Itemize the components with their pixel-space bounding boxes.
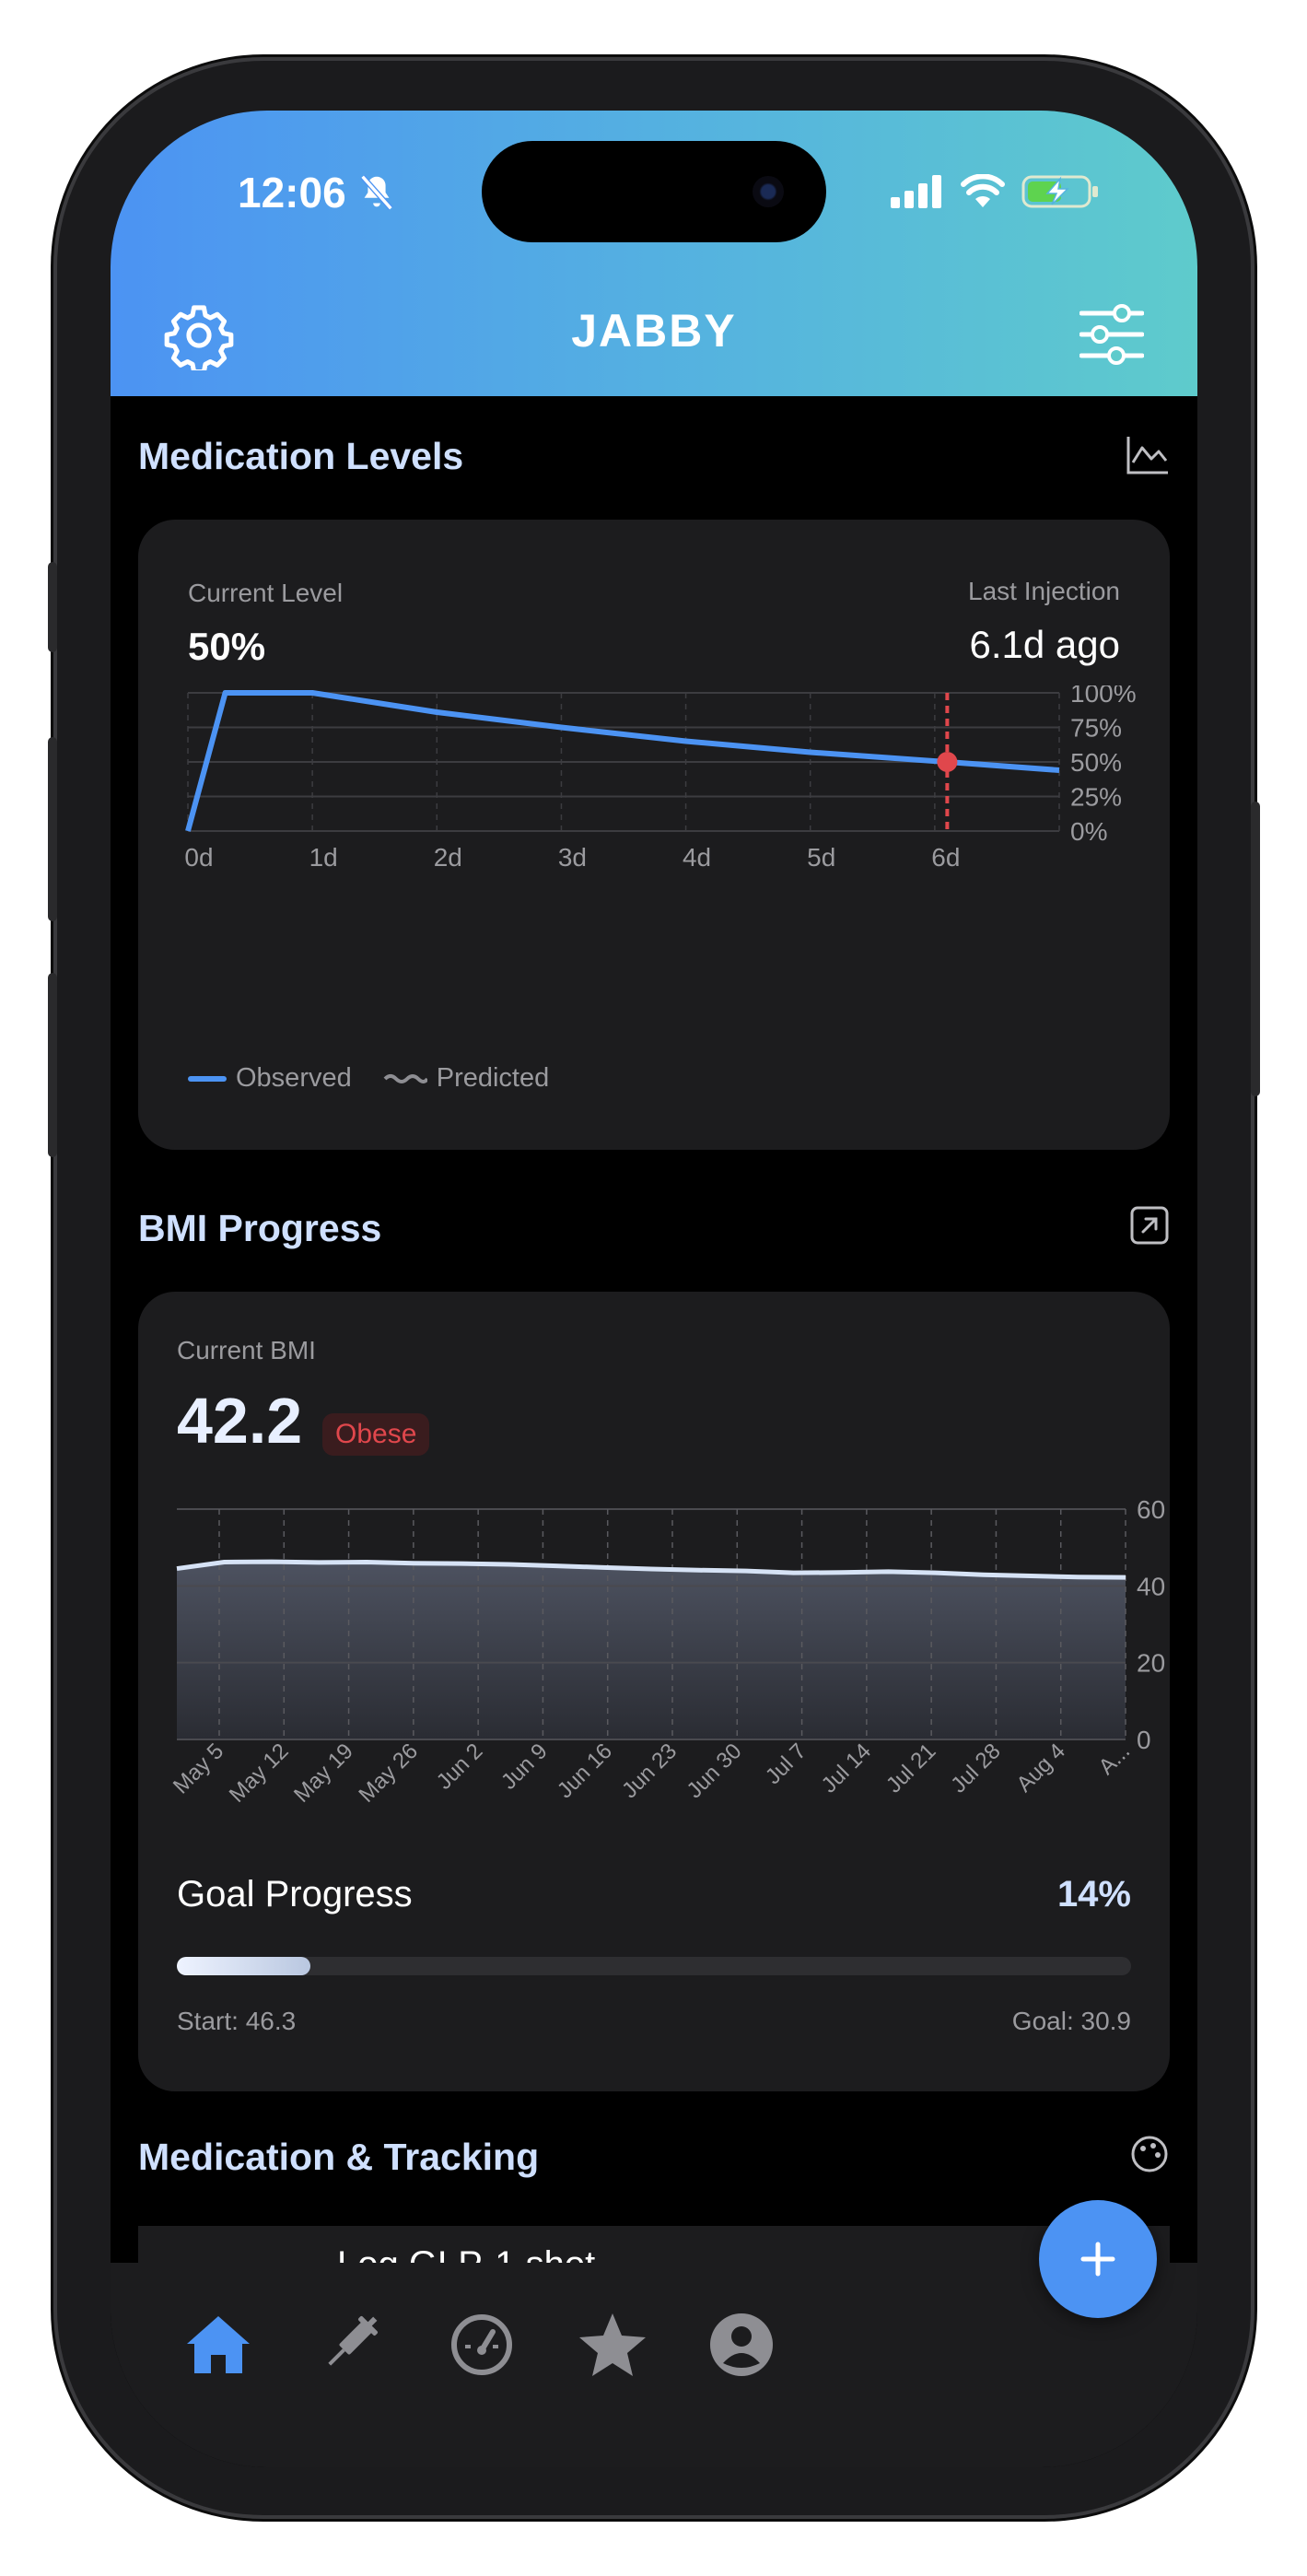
plus-icon: [1080, 2242, 1115, 2277]
goal-bmi-label: Goal: 30.9: [1011, 2007, 1131, 2035]
x-tick-label: May 5: [169, 1739, 228, 1798]
bmi-card: Current BMI 42.2 Obese 60 40 20 0 May 5 May 1…: [138, 1292, 1170, 2091]
goal-progress-label: Goal Progress: [177, 1874, 413, 1914]
tab-favorites[interactable]: [571, 2303, 654, 2386]
x-tick-label: 6d: [931, 843, 960, 872]
x-tick-label: May 19: [289, 1739, 358, 1808]
y-tick-label: 0%: [1070, 817, 1107, 846]
observed-legend-swatch: [188, 1075, 227, 1082]
x-tick-label: 2d: [434, 843, 462, 872]
bmi-line: [176, 1559, 1126, 1580]
predicted-legend-swatch: [383, 1073, 427, 1083]
x-tick-label: May 12: [225, 1739, 294, 1808]
y-tick-label: 20: [1137, 1649, 1165, 1678]
x-tick-label: May 26: [354, 1739, 423, 1808]
current-level-value: 50%: [188, 625, 266, 668]
medication-levels-title: Medication Levels: [138, 435, 464, 477]
x-tick-label: 3d: [558, 843, 587, 872]
x-tick-label: Jun 30: [682, 1739, 746, 1803]
x-tick-label: Jun 23: [617, 1739, 682, 1803]
palette-icon[interactable]: [1129, 2134, 1170, 2174]
current-level-point: [937, 752, 958, 772]
last-injection-value: 6.1d ago: [969, 623, 1121, 666]
camera-icon: [753, 176, 784, 207]
y-tick-label: 25%: [1070, 783, 1122, 812]
medication-level-chart: 100% 75% 50% 25% 0% 0d 1d 2d 3d 4d 5d 6d: [184, 685, 1137, 872]
x-tick-label: 5d: [807, 843, 835, 872]
current-level-label: Current Level: [188, 579, 344, 607]
add-fab-button[interactable]: [1039, 2200, 1157, 2318]
x-tick-label: A...: [1094, 1739, 1136, 1780]
screen: 12:06: [111, 111, 1197, 2467]
goal-progress-bar: [177, 1957, 1131, 1975]
y-tick-label: 60: [1137, 1495, 1165, 1524]
current-bmi-label: Current BMI: [177, 1336, 316, 1364]
tab-dashboard[interactable]: [440, 2303, 523, 2386]
star-icon: [579, 2313, 646, 2376]
action-button: [48, 562, 57, 652]
filter-sliders-icon[interactable]: [1079, 304, 1144, 365]
x-tick-label: 4d: [683, 843, 711, 872]
tab-profile[interactable]: [700, 2303, 783, 2386]
y-tick-label: 40: [1137, 1572, 1165, 1600]
home-icon: [187, 2316, 250, 2373]
start-bmi-label: Start: 46.3: [177, 2007, 297, 2035]
y-tick-label: 100%: [1070, 685, 1137, 708]
y-tick-label: 75%: [1070, 714, 1122, 743]
settings-gear-icon[interactable]: [164, 300, 234, 370]
app-title: JABBY: [571, 305, 737, 357]
tab-bar: [111, 2263, 1197, 2467]
dynamic-island: [482, 141, 826, 242]
y-tick-label: 50%: [1070, 748, 1122, 777]
y-tick-label: 0: [1137, 1726, 1151, 1754]
x-tick-label: 1d: [309, 843, 338, 872]
bmi-category-badge: Obese: [322, 1413, 430, 1456]
bmi-progress-title: BMI Progress: [138, 1207, 382, 1249]
volume-up-button: [48, 737, 57, 921]
predicted-legend-label: Predicted: [436, 1063, 550, 1093]
open-external-icon[interactable]: [1129, 1205, 1170, 1246]
x-tick-label: Jul 14: [817, 1739, 876, 1797]
x-tick-label: Jul 7: [761, 1739, 811, 1789]
battery-charging-icon: [1021, 175, 1098, 208]
x-tick-label: Aug 4: [1012, 1739, 1070, 1797]
bell-muted-icon: [360, 174, 393, 211]
cellular-signal-icon: [891, 175, 941, 208]
wifi-icon: [961, 174, 1005, 207]
volume-down-button: [48, 973, 57, 1157]
power-button: [1251, 802, 1260, 1096]
tracking-title: Medication & Tracking: [138, 2136, 540, 2178]
last-injection-label: Last Injection: [968, 577, 1120, 605]
current-bmi-value: 42.2: [177, 1385, 303, 1457]
medication-level-card: Current Level 50% Last Injection 6.1d ag…: [138, 520, 1170, 1150]
profile-icon: [710, 2313, 773, 2376]
x-tick-label: Jun 16: [553, 1739, 617, 1803]
x-tick-label: Jul 28: [946, 1739, 1005, 1797]
x-tick-label: Jun 9: [496, 1739, 553, 1795]
goal-progress-value: 14%: [1056, 1874, 1131, 1914]
syringe-icon: [328, 2316, 378, 2366]
gauge-icon: [451, 2314, 512, 2375]
x-tick-label: 0d: [184, 843, 213, 872]
tab-home[interactable]: [177, 2303, 260, 2386]
status-time: 12:06: [238, 169, 346, 217]
chart-legend: Observed Predicted: [188, 1063, 549, 1094]
x-tick-label: Jun 2: [432, 1739, 488, 1795]
observed-legend-label: Observed: [236, 1063, 352, 1093]
goal-progress-fill: [177, 1957, 311, 1975]
status-indicators: [891, 173, 1101, 210]
bmi-area: [177, 1562, 1126, 1739]
observed-series-line: [185, 690, 1060, 832]
tab-injections[interactable]: [308, 2303, 391, 2386]
chart-toggle-icon[interactable]: [1126, 435, 1170, 475]
x-tick-label: Jul 21: [881, 1739, 940, 1797]
